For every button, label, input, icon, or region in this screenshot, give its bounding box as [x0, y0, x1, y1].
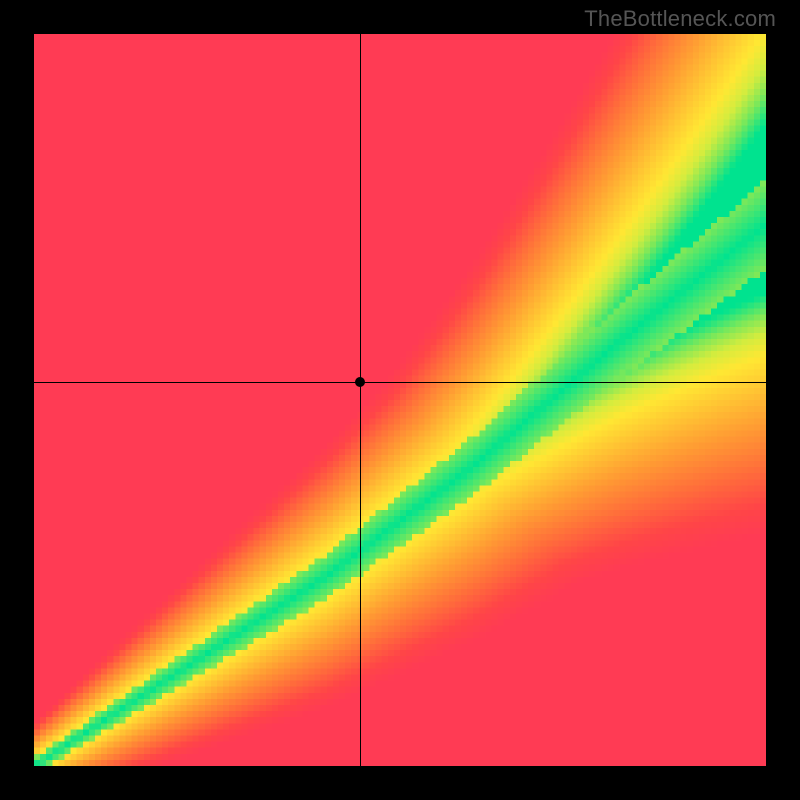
heatmap-canvas	[34, 34, 766, 766]
watermark: TheBottleneck.com	[584, 6, 776, 32]
crosshair-horizontal	[34, 382, 766, 383]
heatmap-plot	[34, 34, 766, 766]
crosshair-marker	[355, 377, 365, 387]
crosshair-vertical	[360, 34, 361, 766]
